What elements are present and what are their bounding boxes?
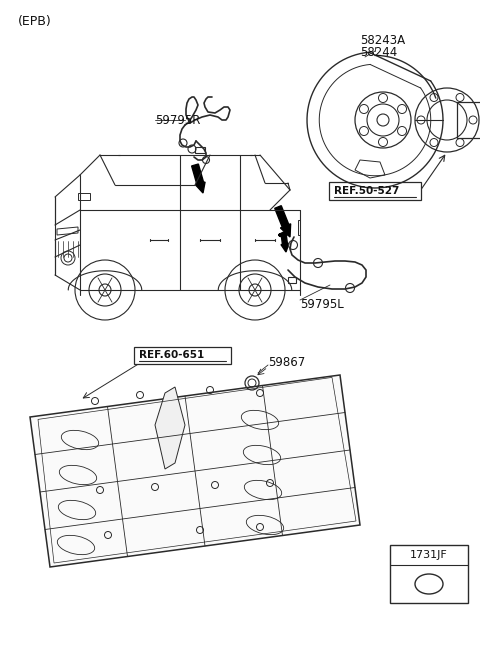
Polygon shape: [155, 387, 185, 469]
Text: (EPB): (EPB): [18, 15, 52, 28]
Polygon shape: [30, 375, 360, 567]
FancyArrow shape: [275, 205, 291, 237]
Text: REF.60-651: REF.60-651: [139, 350, 204, 360]
FancyArrow shape: [281, 237, 289, 252]
FancyBboxPatch shape: [390, 545, 468, 603]
Text: 59795L: 59795L: [300, 299, 344, 311]
Circle shape: [377, 114, 389, 126]
Text: 58244: 58244: [360, 47, 397, 59]
FancyBboxPatch shape: [134, 347, 231, 364]
Text: 1731JF: 1731JF: [410, 550, 448, 560]
Text: 59867: 59867: [268, 356, 305, 368]
Text: 58243A: 58243A: [360, 33, 405, 47]
Text: 59795R: 59795R: [155, 114, 200, 126]
FancyBboxPatch shape: [329, 182, 421, 200]
FancyArrow shape: [192, 164, 205, 193]
Text: REF.50-527: REF.50-527: [334, 186, 399, 196]
